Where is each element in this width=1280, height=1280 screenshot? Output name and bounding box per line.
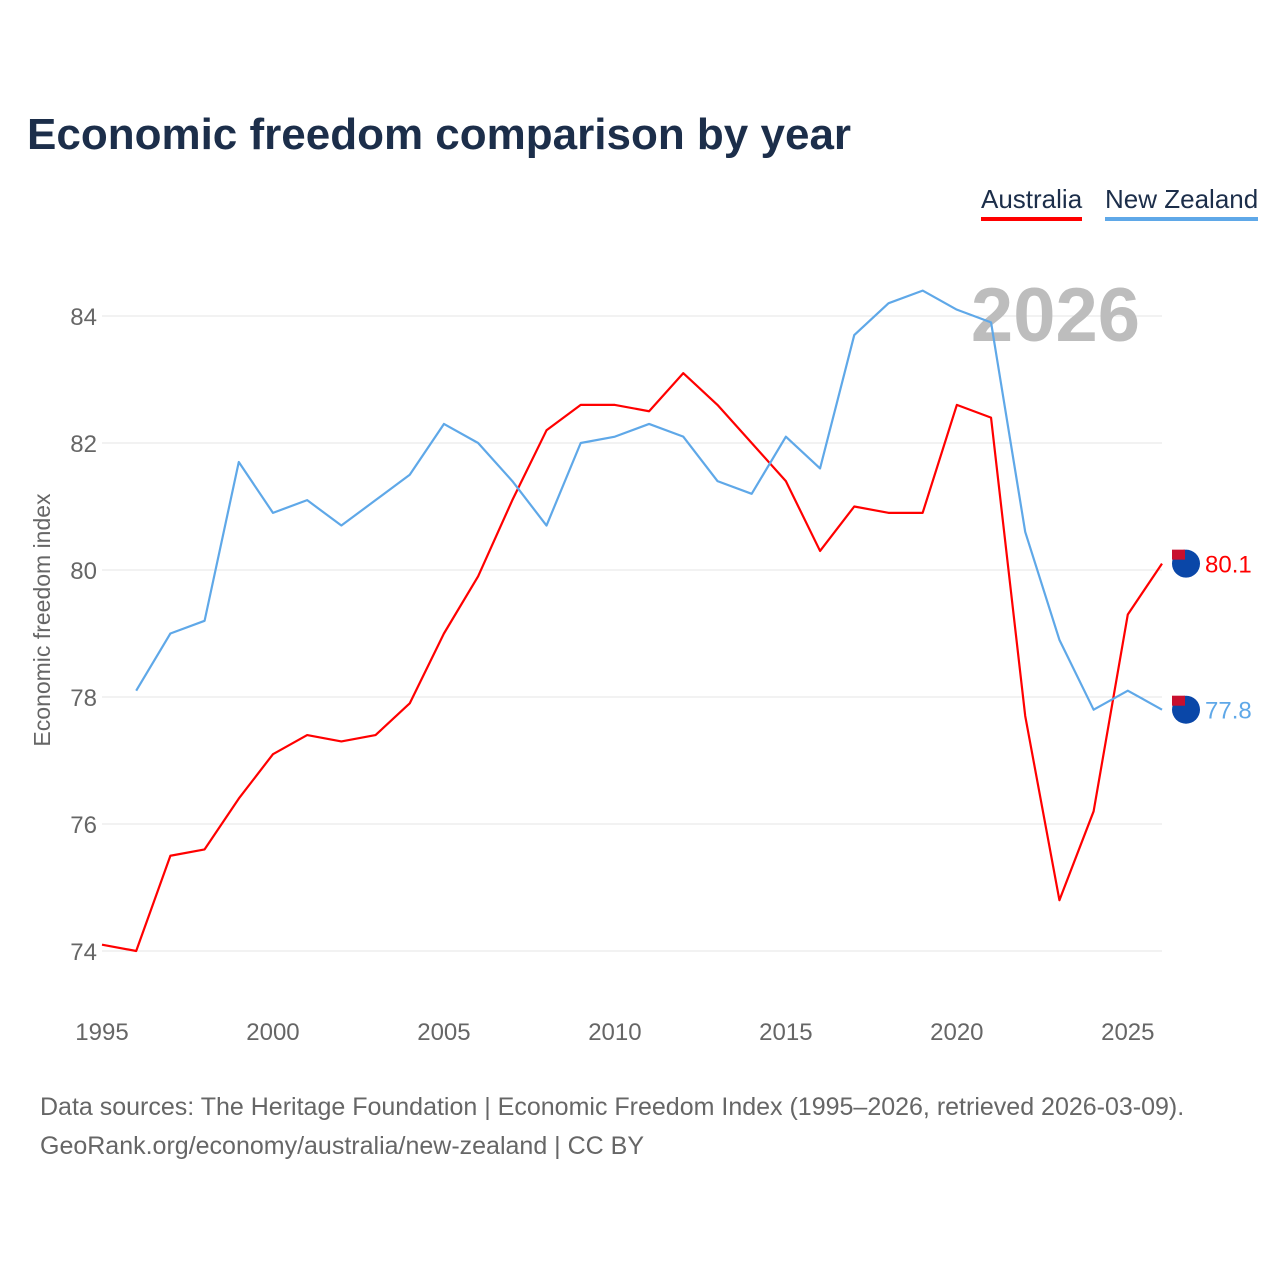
y-tick-label: 82 [70,431,97,458]
y-tick-label: 76 [70,812,97,839]
flag-canton [1172,695,1185,706]
x-tick-label: 2000 [246,1019,299,1046]
year-watermark: 2026 [971,273,1140,358]
x-tick-label: 2020 [930,1019,983,1046]
footer-credit: GeoRank.org/economy/australia/new-zealan… [40,1132,645,1160]
chart-title: Economic freedom comparison by year [27,110,852,159]
x-tick-label: 1995 [75,1019,128,1046]
footer-sources: Data sources: The Heritage Foundation | … [40,1093,1185,1121]
y-tick-label: 84 [70,304,97,331]
end-value-label: 80.1 [1205,552,1252,579]
y-tick-label: 78 [70,685,97,712]
y-axis-label: Economic freedom index [29,493,55,747]
x-tick-label: 2025 [1101,1019,1154,1046]
y-tick-label: 74 [70,939,97,966]
x-tick-label: 2010 [588,1019,641,1046]
series-line-australia [101,372,1163,953]
y-tick-label: 80 [70,558,97,585]
footer: Data sources: The Heritage Foundation | … [40,1088,1184,1166]
x-tick-label: 2015 [759,1019,812,1046]
x-tick-label: 2005 [417,1019,470,1046]
flag-canton [1172,549,1185,560]
legend-new-zealand[interactable]: New Zealand [1105,184,1259,221]
legend-australia[interactable]: Australia [981,184,1083,221]
end-value-label: 77.8 [1205,698,1252,725]
